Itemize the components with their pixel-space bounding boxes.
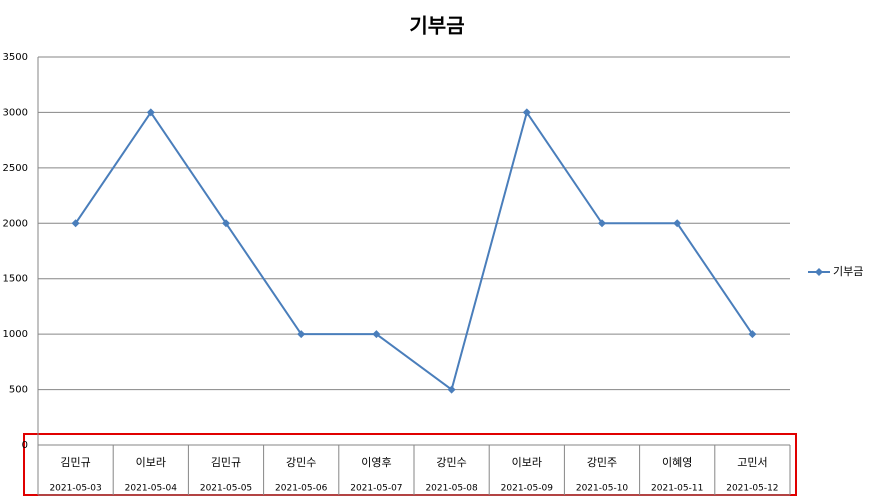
marker <box>522 108 531 117</box>
x-tick-label: 이보라 <box>136 456 166 469</box>
y-tick-label: 2500 <box>3 163 28 174</box>
x-date-label: 2021-05-08 <box>425 484 478 494</box>
x-date-label: 2021-05-05 <box>200 484 252 494</box>
x-date-label: 2021-05-11 <box>651 484 703 494</box>
x-date-label: 2021-05-07 <box>350 484 402 494</box>
x-tick-label: 김민규 <box>211 456 241 469</box>
x-tick-label: 이혜영 <box>662 456 692 469</box>
x-date-label: 2021-05-04 <box>125 484 178 494</box>
x-tick-label: 이보라 <box>512 456 542 469</box>
marker <box>748 330 757 339</box>
marker <box>146 108 155 117</box>
x-tick-label: 강민주 <box>587 456 617 469</box>
x-tick-label: 강민수 <box>286 456 316 469</box>
marker <box>598 219 606 228</box>
legend-label: 기부금 <box>833 265 863 278</box>
marker <box>297 330 306 339</box>
line <box>74 110 754 392</box>
y-tick-label: 1000 <box>3 329 28 340</box>
chart-title: 기부금 <box>409 14 464 38</box>
marker <box>447 385 456 394</box>
y-tick-label: 0 <box>22 440 28 451</box>
x-date-label: 2021-05-06 <box>275 484 328 494</box>
marker <box>71 219 80 228</box>
legend-marker <box>815 268 823 276</box>
y-tick-label: 500 <box>9 385 28 396</box>
y-tick-label: 3500 <box>3 52 28 63</box>
x-date-label: 2021-05-09 <box>501 484 554 494</box>
x-tick-label: 김민규 <box>60 456 90 469</box>
marker <box>673 219 682 228</box>
x-tick-label: 고민서 <box>737 456 767 469</box>
marker <box>222 219 230 228</box>
y-tick-label: 2000 <box>3 218 28 229</box>
marker <box>372 330 381 339</box>
x-date-label: 2021-05-12 <box>726 484 778 494</box>
x-date-label: 2021-05-10 <box>576 484 629 494</box>
y-tick-label: 3000 <box>3 107 28 118</box>
x-tick-label: 강민수 <box>436 456 466 469</box>
y-tick-label: 1500 <box>3 274 28 285</box>
x-tick-label: 이영후 <box>361 456 391 469</box>
x-date-label: 2021-05-03 <box>49 484 101 494</box>
